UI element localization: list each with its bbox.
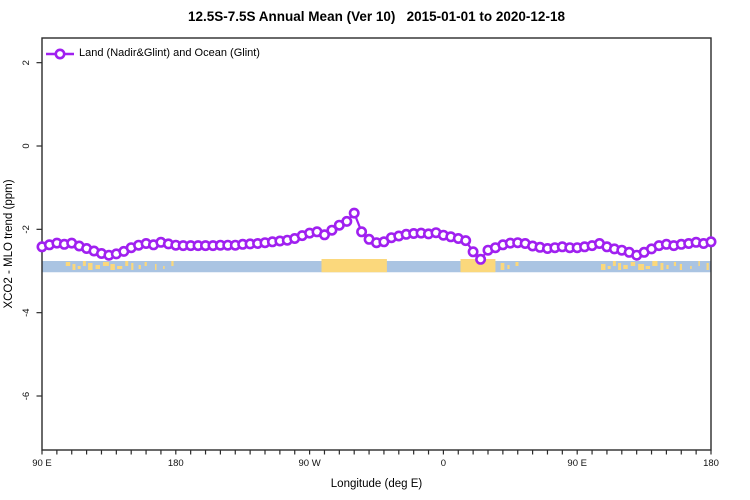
land-patch (321, 259, 387, 273)
data-point-marker (705, 236, 717, 248)
land-island-patch (618, 263, 622, 271)
land-patch (460, 259, 496, 273)
land-island-patch (144, 262, 147, 267)
data-point-marker (318, 229, 330, 241)
x-axis-title: Longitude (deg E) (330, 478, 423, 490)
land-island-patch (82, 261, 86, 267)
y-tick-label: -4 (21, 308, 32, 316)
land-island-patch (117, 266, 123, 270)
y-tick-label: 0 (21, 143, 32, 148)
land-island-patch (600, 264, 606, 271)
land-island-patch (507, 265, 510, 270)
land-island-patch (65, 262, 71, 267)
land-island-patch (660, 263, 664, 271)
legend-label: Land (Nadir&Glint) and Ocean (Glint) (79, 47, 260, 59)
data-point-marker (467, 246, 479, 258)
land-island-patch (623, 265, 628, 270)
land-island-patch (679, 264, 683, 271)
y-tick-label: 2 (21, 60, 32, 65)
y-axis-title: XCO2 - MLO trend (ppm) (3, 179, 15, 309)
land-island-patch (645, 266, 651, 270)
data-point-marker (460, 235, 472, 247)
land-island-patch (666, 265, 669, 270)
land-island-patch (125, 261, 129, 267)
land-island-patch (131, 263, 134, 271)
map-band-layer (42, 259, 711, 273)
legend-marker (46, 48, 74, 60)
x-tick-label: 90 E (567, 458, 587, 469)
land-island-patch (500, 263, 505, 271)
land-island-patch (95, 265, 100, 270)
data-point-marker (475, 253, 487, 265)
legend-point-sample (54, 48, 66, 60)
x-tick-label: 0 (441, 458, 446, 469)
land-island-patch (110, 264, 115, 271)
land-island-patch (171, 261, 174, 267)
land-island-patch (154, 264, 157, 271)
land-island-patch (72, 264, 76, 271)
land-island-patch (515, 262, 519, 267)
land-island-patch (77, 266, 81, 270)
y-tick-label: -6 (21, 392, 32, 400)
land-island-patch (630, 262, 636, 267)
land-island-patch (638, 264, 645, 271)
land-island-patch (612, 261, 616, 267)
land-island-patch (706, 263, 709, 271)
x-tick-label: 180 (703, 458, 719, 469)
y-tick-label: -2 (21, 225, 32, 233)
data-point-marker (341, 215, 353, 227)
plot-title: 12.5S-7.5S Annual Mean (Ver 10) 2015-01-… (188, 9, 565, 24)
land-island-patch (607, 266, 611, 270)
land-island-patch (673, 262, 677, 267)
data-series-layer (36, 207, 717, 265)
x-tick-label: 90 E (32, 458, 52, 469)
data-point-marker (348, 207, 360, 219)
land-island-patch (102, 262, 109, 267)
x-tick-label: 180 (168, 458, 184, 469)
data-point-marker (356, 226, 368, 238)
land-island-patch (698, 261, 700, 267)
land-island-patch (690, 266, 692, 270)
land-island-patch (88, 263, 93, 271)
x-tick-label: 90 W (299, 458, 321, 469)
data-point-marker (326, 224, 338, 236)
land-island-patch (138, 265, 141, 270)
land-island-patch (163, 266, 165, 270)
land-island-patch (652, 261, 658, 267)
